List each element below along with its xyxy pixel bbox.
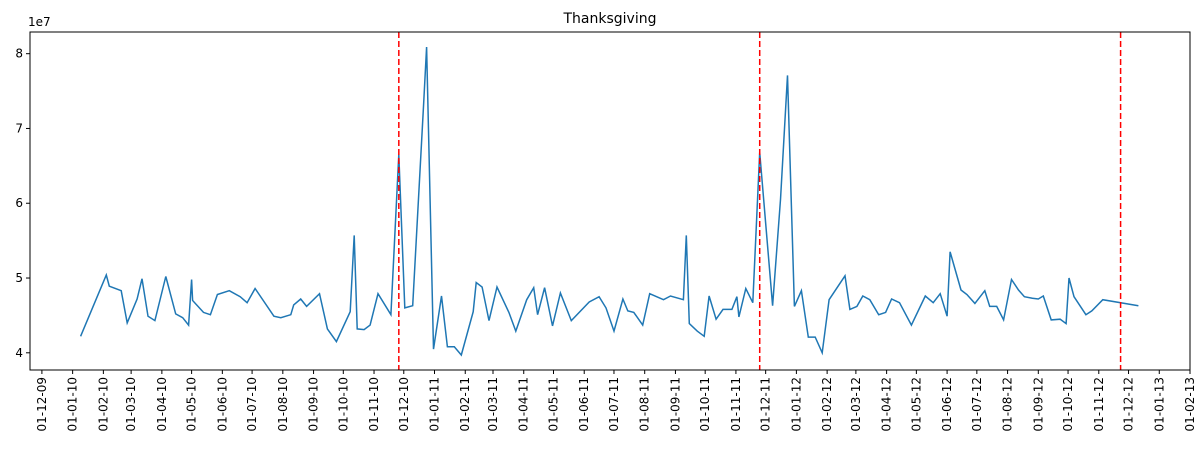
x-tick-label: 01-07-10 (245, 377, 259, 431)
x-tick-label: 01-10-11 (698, 377, 712, 431)
x-tick-label: 01-03-10 (124, 377, 138, 431)
x-tick-label: 01-09-11 (668, 377, 682, 431)
x-tick-label: 01-09-10 (307, 377, 321, 431)
x-tick-label: 01-02-12 (820, 377, 834, 431)
plot-frame (29, 31, 1191, 371)
x-tick-label: 01-05-12 (909, 377, 923, 431)
x-tick-label: 01-01-11 (428, 377, 442, 431)
x-tick-label: 01-06-10 (215, 377, 229, 431)
y-tick-label: 4 (15, 346, 23, 360)
x-tick-label: 01-11-10 (367, 377, 381, 431)
data-line (79, 46, 1139, 357)
x-tick-label: 01-04-12 (880, 377, 894, 431)
x-tick-label: 01-01-10 (66, 377, 80, 431)
y-tick-label: 5 (15, 271, 23, 285)
x-tick-label: 01-10-12 (1061, 377, 1075, 431)
x-tick-label: 01-08-12 (1001, 377, 1015, 431)
y-tick-label: 7 (15, 121, 23, 135)
x-tick-label: 01-12-11 (759, 377, 773, 431)
x-tick-label: 01-07-11 (607, 377, 621, 431)
x-tick-label: 01-09-12 (1031, 377, 1045, 431)
x-tick-label: 01-12-12 (1122, 377, 1136, 431)
x-tick-label: 01-05-10 (185, 377, 199, 431)
x-tick-label: 01-11-12 (1092, 377, 1106, 431)
x-tick-label: 01-12-10 (397, 377, 411, 431)
x-tick-label: 01-02-11 (458, 377, 472, 431)
x-tick-label: 01-03-11 (486, 377, 500, 431)
x-tick-label: 01-03-12 (849, 377, 863, 431)
x-tick-label: 01-12-09 (35, 377, 49, 431)
x-tick-label: 01-08-11 (638, 377, 652, 431)
y-tick-label: 8 (15, 47, 23, 61)
chart-title: Thanksgiving (563, 11, 657, 27)
x-tick-label: 01-08-10 (276, 377, 290, 431)
x-tick-label: 01-06-11 (577, 377, 591, 431)
x-tick-label: 01-01-13 (1152, 377, 1166, 431)
x-tick-label: 01-11-11 (729, 377, 743, 431)
offset-label: 1e7 (28, 15, 51, 29)
x-tick-label: 01-05-11 (546, 377, 560, 431)
x-tick-label: 01-04-10 (155, 377, 169, 431)
x-tick-label: 01-01-12 (789, 377, 803, 431)
x-tick-label: 01-02-13 (1183, 377, 1197, 431)
x-tick-label: 01-10-10 (336, 377, 350, 431)
x-tick-label: 01-04-11 (517, 377, 531, 431)
x-tick-label: 01-02-10 (96, 377, 110, 431)
x-tick-label: 01-06-12 (940, 377, 954, 431)
y-tick-label: 6 (15, 196, 23, 210)
x-tick-label: 01-07-12 (970, 377, 984, 431)
